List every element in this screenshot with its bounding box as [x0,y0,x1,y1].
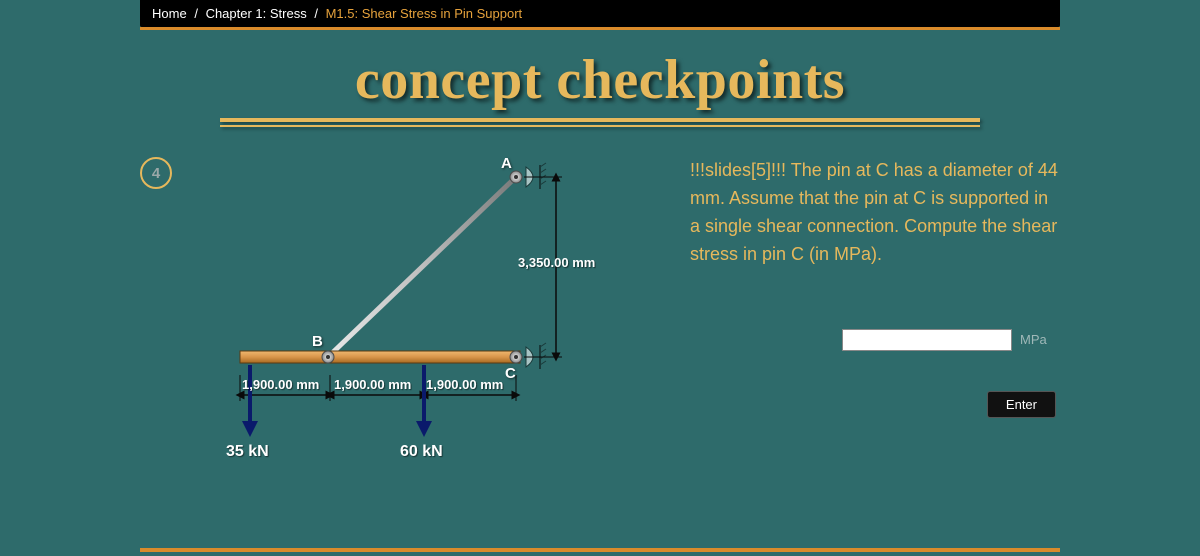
tie-rod [328,177,516,357]
support-C [526,343,546,369]
answer-input[interactable] [842,329,1012,351]
page-title: concept checkpoints [0,48,1200,112]
breadcrumb-sep: / [190,6,202,21]
dim-label-h2: 1,900.00 mm [334,377,411,392]
point-label-A: A [501,155,512,172]
breadcrumb-current: M1.5: Shear Stress in Pin Support [326,6,523,21]
breadcrumb: Home / Chapter 1: Stress / M1.5: Shear S… [140,0,1060,27]
breadcrumb-chapter[interactable]: Chapter 1: Stress [206,6,307,21]
force-label-2: 60 kN [400,443,443,461]
question-prompt: !!!slides[5]!!! The pin at C has a diame… [690,157,1060,269]
dim-label-vertical: 3,350.00 mm [518,255,595,270]
enter-button[interactable]: Enter [987,391,1056,418]
title-underline [220,118,980,127]
force-label-1: 35 kN [226,443,269,461]
beam [240,351,520,363]
point-label-B: B [312,333,323,350]
breadcrumb-sep: / [310,6,322,21]
header-rule [140,27,1060,30]
point-label-C: C [505,365,516,382]
footer-rule [140,548,1060,552]
dim-label-h3: 1,900.00 mm [426,377,503,392]
answer-unit: MPa [1020,332,1060,347]
support-A [526,163,546,189]
problem-diagram: A B C 3,350.00 mm 1,900.00 mm 1,900.00 m… [200,147,660,507]
question-number-badge: 4 [140,157,172,189]
dim-label-h1: 1,900.00 mm [242,377,319,392]
breadcrumb-home[interactable]: Home [152,6,187,21]
